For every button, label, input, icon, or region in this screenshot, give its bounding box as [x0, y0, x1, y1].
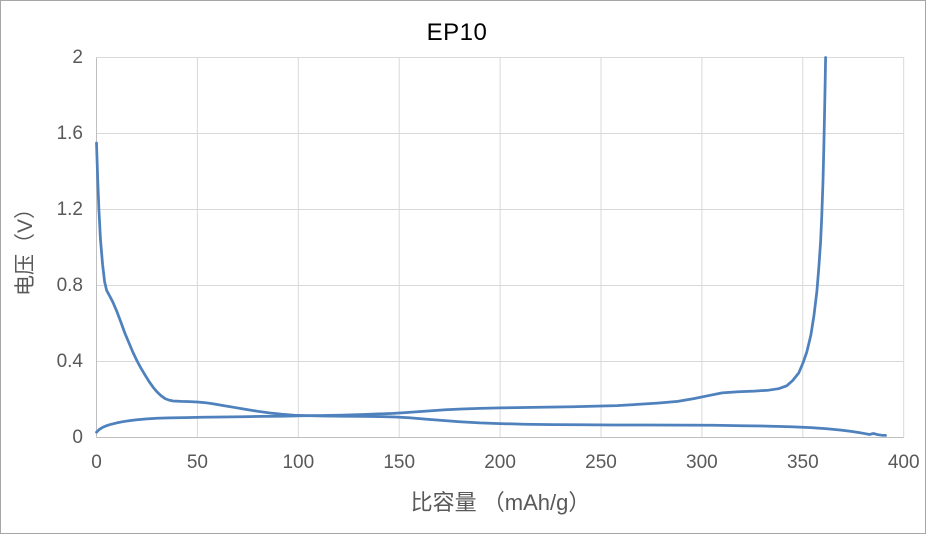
x-tick-label: 100: [282, 452, 315, 473]
x-axis-title: 比容量 （mAh/g）: [410, 490, 591, 515]
x-tick-label: 0: [91, 452, 102, 473]
y-tick-label: 0.4: [56, 350, 83, 372]
y-axis-title-text: 电压（V）: [14, 197, 37, 297]
y-tick-label: 0.8: [56, 274, 83, 296]
x-tick-label: 50: [186, 452, 208, 473]
y-tick-label: 1.6: [56, 122, 83, 144]
series-path-discharge-curve: [95, 141, 887, 437]
y-tick-label: 1.2: [56, 198, 83, 220]
x-tick-label: 250: [585, 452, 617, 473]
x-tick-label: 200: [484, 452, 516, 473]
series-path-charge-curve: [95, 56, 827, 434]
x-tick-label: 150: [383, 452, 416, 473]
x-tick-label: 400: [887, 452, 920, 473]
chart-title: EP10: [426, 19, 488, 46]
y-tick-label: 2: [72, 46, 83, 68]
y-tick-label: 0: [72, 426, 83, 448]
x-tick-label: 300: [686, 452, 718, 473]
x-tick-label: 350: [786, 452, 819, 473]
